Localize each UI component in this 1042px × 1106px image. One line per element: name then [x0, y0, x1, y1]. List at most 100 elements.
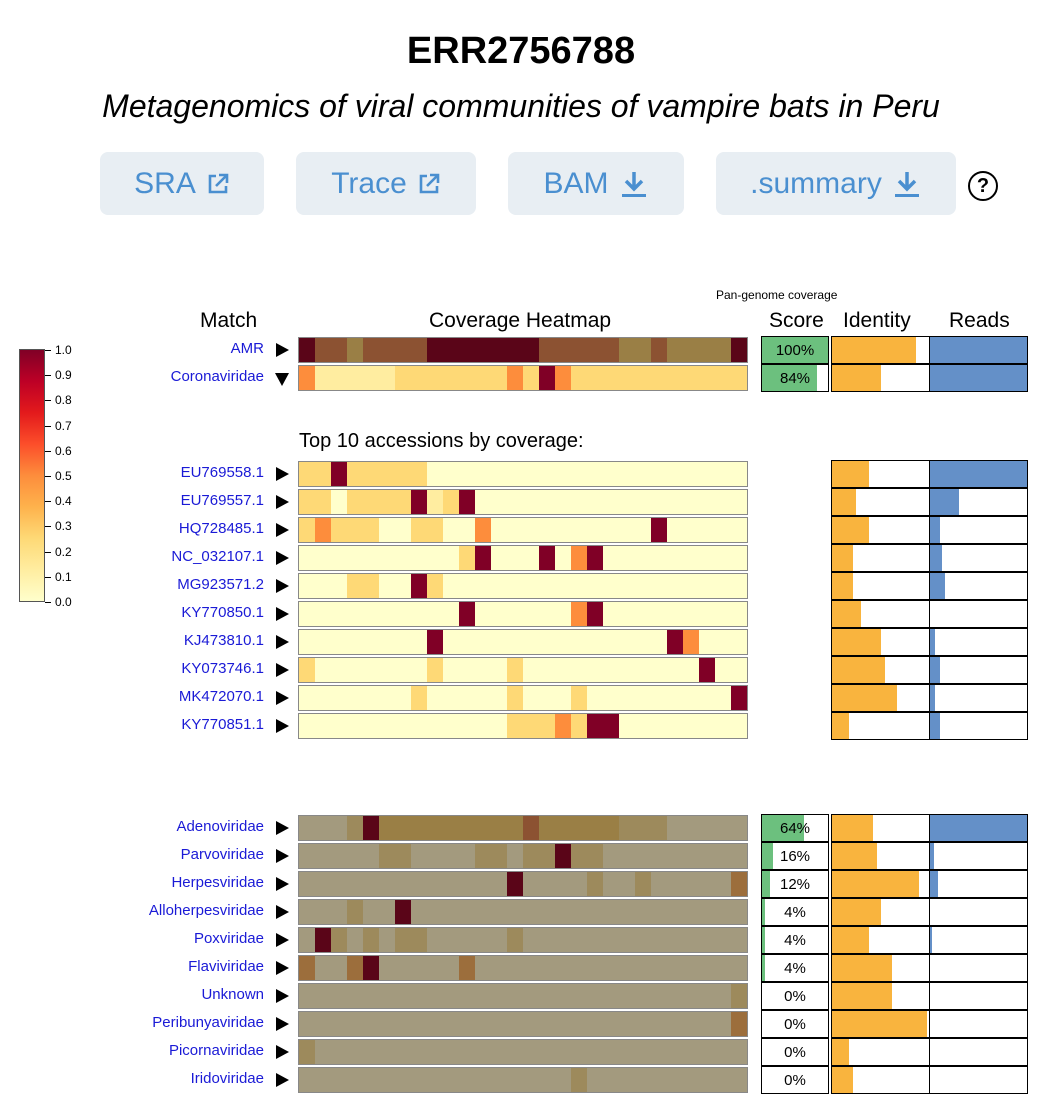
identity-bar: [832, 685, 897, 711]
heatmap-cell: [475, 686, 491, 710]
score-bar: [762, 871, 770, 897]
accession-link[interactable]: EU769558.1: [180, 464, 264, 481]
heatmap-cell: [731, 630, 747, 654]
reads-bar: [930, 517, 940, 543]
heatmap-cell: [475, 928, 491, 952]
coverage-heatmap: [298, 1011, 748, 1037]
heatmap-cell: [715, 658, 731, 682]
match-link[interactable]: Herpesviridae: [171, 874, 264, 891]
match-link[interactable]: Unknown: [201, 986, 264, 1003]
heatmap-cell: [347, 630, 363, 654]
heatmap-cell: [571, 630, 587, 654]
match-link[interactable]: Picornaviridae: [168, 1042, 264, 1059]
expand-triangle-icon[interactable]: [276, 607, 289, 621]
match-link[interactable]: Iridoviridae: [190, 1070, 264, 1087]
expand-triangle-icon[interactable]: [276, 1045, 289, 1059]
expand-triangle-icon[interactable]: [276, 1017, 289, 1031]
heatmap-cell: [443, 490, 459, 514]
reads-cell: [929, 684, 1028, 712]
sra-button[interactable]: SRA: [100, 152, 264, 215]
heatmap-cell: [459, 816, 475, 840]
accession-link[interactable]: KY770850.1: [181, 604, 264, 621]
expand-triangle-icon[interactable]: [276, 905, 289, 919]
reads-bar: [930, 815, 1027, 841]
accession-link[interactable]: KJ473810.1: [183, 632, 264, 649]
heatmap-cell: [507, 658, 523, 682]
score-value: 4%: [784, 960, 806, 977]
heatmap-cell: [683, 1040, 699, 1064]
expand-triangle-icon[interactable]: [276, 933, 289, 947]
match-link[interactable]: Parvoviridae: [180, 846, 264, 863]
heatmap-cell: [523, 984, 539, 1008]
expand-triangle-icon[interactable]: [276, 663, 289, 677]
coverage-heatmap: [298, 899, 748, 925]
heatmap-cell: [555, 630, 571, 654]
accession-link[interactable]: KY770851.1: [181, 716, 264, 733]
heatmap-cell: [459, 714, 475, 738]
heatmap-cell: [347, 366, 363, 390]
bam-download-button[interactable]: BAM: [508, 152, 684, 215]
heatmap-cell: [315, 366, 331, 390]
heatmap-cell: [331, 844, 347, 868]
heatmap-cell: [315, 546, 331, 570]
expand-triangle-icon[interactable]: [276, 551, 289, 565]
expand-triangle-icon[interactable]: [276, 467, 289, 481]
match-link[interactable]: Coronaviridae: [170, 368, 264, 385]
identity-cell: [831, 1038, 930, 1066]
expand-triangle-icon[interactable]: [276, 523, 289, 537]
identity-cell: [831, 898, 930, 926]
heatmap-cell: [411, 1012, 427, 1036]
expand-triangle-icon[interactable]: [276, 719, 289, 733]
reads-cell: [929, 926, 1028, 954]
expand-triangle-icon[interactable]: [276, 849, 289, 863]
heatmap-cell: [363, 1040, 379, 1064]
heatmap-cell: [603, 518, 619, 542]
heatmap-cell: [363, 630, 379, 654]
expand-triangle-icon[interactable]: [276, 635, 289, 649]
summary-download-button[interactable]: .summary: [716, 152, 956, 215]
heatmap-cell: [443, 714, 459, 738]
heatmap-cell: [331, 956, 347, 980]
heatmap-cell: [427, 490, 443, 514]
accession-link[interactable]: EU769557.1: [180, 492, 264, 509]
score-value: 0%: [784, 1016, 806, 1033]
expand-triangle-icon[interactable]: [276, 821, 289, 835]
accession-link[interactable]: NC_032107.1: [171, 548, 264, 565]
trace-button[interactable]: Trace: [296, 152, 476, 215]
heatmap-cell: [651, 714, 667, 738]
accession-link[interactable]: MK472070.1: [178, 688, 264, 705]
match-link[interactable]: Adenoviridae: [176, 818, 264, 835]
accession-link[interactable]: MG923571.2: [177, 576, 264, 593]
heatmap-cell: [571, 490, 587, 514]
heatmap-cell: [427, 602, 443, 626]
match-column-header: Match: [200, 309, 258, 332]
heatmap-cell: [475, 518, 491, 542]
heatmap-cell: [395, 816, 411, 840]
expand-triangle-icon[interactable]: [276, 579, 289, 593]
expand-triangle-icon[interactable]: [276, 1073, 289, 1087]
expand-triangle-icon[interactable]: [276, 691, 289, 705]
heatmap-cell: [411, 574, 427, 598]
accession-row: KJ473810.1: [0, 628, 1042, 656]
heatmap-cell: [603, 844, 619, 868]
accession-link[interactable]: HQ728485.1: [178, 520, 264, 537]
expand-triangle-icon[interactable]: [276, 495, 289, 509]
expand-triangle-icon[interactable]: [276, 989, 289, 1003]
heatmap-cell: [699, 984, 715, 1008]
match-link[interactable]: Poxviridae: [193, 930, 264, 947]
expand-triangle-icon[interactable]: [276, 877, 289, 891]
match-link[interactable]: Alloherpesviridae: [148, 902, 264, 919]
identity-bar: [832, 489, 857, 515]
help-icon[interactable]: ?: [968, 171, 998, 201]
expand-triangle-icon[interactable]: [276, 343, 289, 357]
reads-bar: [930, 927, 932, 953]
accession-link[interactable]: KY073746.1: [181, 660, 264, 677]
heatmap-cell: [475, 900, 491, 924]
heatmap-cell: [603, 714, 619, 738]
heatmap-cell: [507, 490, 523, 514]
match-link[interactable]: Peribunyaviridae: [152, 1014, 264, 1031]
match-link[interactable]: AMR: [230, 340, 264, 357]
expand-triangle-icon[interactable]: [276, 961, 289, 975]
collapse-triangle-icon[interactable]: [275, 373, 289, 386]
match-link[interactable]: Flaviviridae: [188, 958, 264, 975]
